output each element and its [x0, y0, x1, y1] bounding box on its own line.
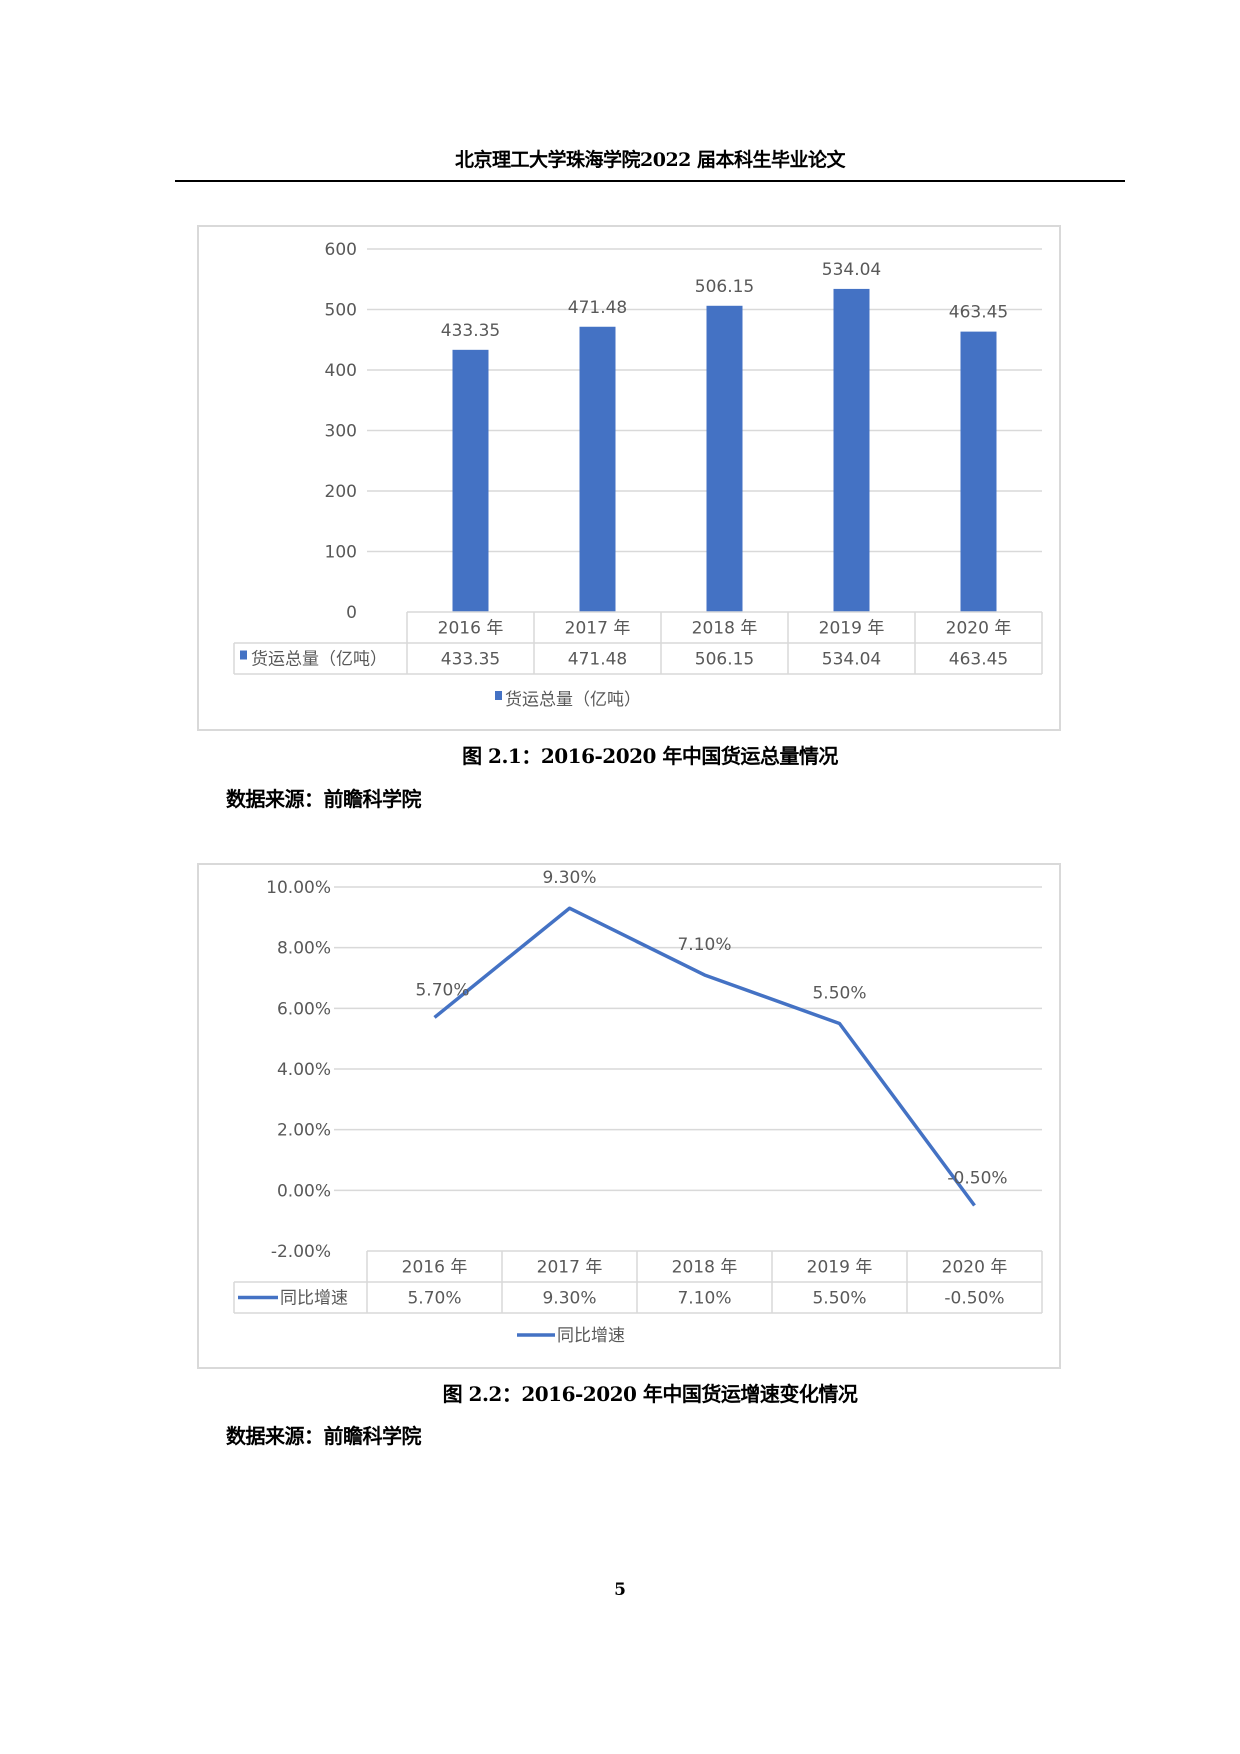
table-header-cell: 2019 年	[807, 1258, 873, 1278]
figure-2-1-caption: 图 2.1：2016-2020 年中国货运总量情况	[462, 744, 838, 768]
freight-volume-bar-chart: 0 100 200 300 400 500 600 433.35 471.48 506.15 53…	[197, 225, 1061, 731]
y-tick-label: 100	[325, 543, 357, 563]
bars	[452, 288, 997, 612]
line-value-label: 5.50%	[812, 984, 866, 1004]
line-value-label: 7.10%	[677, 935, 731, 955]
growth-line	[433, 906, 976, 1207]
bar	[579, 326, 616, 612]
table-value-cell: 534.04	[822, 650, 881, 670]
y-tick-label: 200	[325, 482, 357, 502]
line-value-label: 9.30%	[542, 868, 596, 888]
table-series-label: 货运总量（亿吨）	[251, 650, 387, 670]
legend: 同比增速	[517, 1326, 625, 1346]
figure-2-2-caption: 图 2.2：2016-2020 年中国货运增速变化情况	[442, 1382, 858, 1406]
table-value-cell: -0.50%	[944, 1289, 1004, 1309]
table-header-cell: 2016 年	[402, 1258, 468, 1278]
legend-label: 货运总量（亿吨）	[505, 690, 641, 710]
bar-value-label: 471.48	[568, 298, 627, 318]
table-value-cell: 463.45	[949, 650, 1008, 670]
running-header: 北京理工大学珠海学院2022 届本科生毕业论文	[455, 149, 846, 171]
legend-square-icon	[495, 691, 502, 700]
growth-line-path	[433, 906, 976, 1207]
data-table: 2016 年 433.35 2017 年 471.48 2018 年 506.15 2019…	[233, 611, 1043, 675]
bar	[706, 305, 743, 612]
legend-key-square-icon	[240, 650, 247, 660]
y-tick-label: 6.00%	[277, 999, 331, 1019]
bar	[960, 331, 997, 612]
legend-label: 同比增速	[557, 1326, 625, 1346]
table-header-cell: 2018 年	[672, 1258, 738, 1278]
line-chart-canvas: -2.00% 0.00% 2.00% 4.00% 6.00% 8.00% 10.00% 5.…	[233, 868, 1043, 1346]
y-tick-label: 10.00%	[266, 878, 331, 898]
table-header-cell: 2017 年	[565, 619, 631, 639]
figure-2-1-source: 数据来源：前瞻科学院	[226, 787, 422, 811]
table-value-cell: 9.30%	[542, 1289, 596, 1309]
legend: 货运总量（亿吨）	[495, 690, 641, 710]
y-tick-label: 300	[325, 422, 357, 442]
y-tick-label: 500	[325, 301, 357, 321]
y-tick-label: 8.00%	[277, 939, 331, 959]
data-table: 2016 年 5.70% 2017 年 9.30% 2018 年 7.10% 2019 年 5…	[233, 1250, 1043, 1314]
table-header-cell: 2016 年	[438, 619, 504, 639]
page-number: 5	[614, 1580, 626, 1600]
freight-growth-line-chart: -2.00% 0.00% 2.00% 4.00% 6.00% 8.00% 10.00% 5.…	[197, 863, 1061, 1369]
y-axis-ticks: -2.00% 0.00% 2.00% 4.00% 6.00% 8.00% 10.00%	[266, 878, 331, 1262]
line-value-label: 5.70%	[415, 980, 469, 1000]
y-axis-ticks: 0 100 200 300 400 500 600	[325, 240, 357, 623]
line-data-labels: 5.70% 9.30% 7.10% 5.50% -0.50%	[415, 868, 1007, 1188]
y-gridlines	[334, 886, 1042, 1192]
table-value-cell: 5.70%	[407, 1289, 461, 1309]
header-rule	[175, 180, 1125, 182]
table-header-cell: 2018 年	[692, 619, 758, 639]
line-value-label: -0.50%	[947, 1169, 1007, 1189]
table-value-cell: 7.10%	[677, 1289, 731, 1309]
table-series-label: 同比增速	[280, 1289, 348, 1309]
table-header-cell: 2019 年	[819, 619, 885, 639]
y-tick-label: 0.00%	[277, 1181, 331, 1201]
bar-data-labels: 433.35 471.48 506.15 534.04 463.45	[441, 260, 1008, 341]
figure-2-2-source: 数据来源：前瞻科学院	[226, 1424, 422, 1448]
bar-value-label: 463.45	[949, 303, 1008, 323]
table-header-cell: 2020 年	[942, 1258, 1008, 1278]
table-value-cell: 433.35	[441, 650, 500, 670]
y-tick-label: -2.00%	[271, 1242, 331, 1262]
bar-value-label: 506.15	[695, 277, 754, 297]
y-tick-label: 400	[325, 361, 357, 381]
table-value-cell: 471.48	[568, 650, 627, 670]
table-value-cell: 5.50%	[812, 1289, 866, 1309]
y-tick-label: 4.00%	[277, 1060, 331, 1080]
y-tick-label: 0	[346, 603, 357, 623]
bar	[452, 349, 489, 612]
y-tick-label: 2.00%	[277, 1121, 331, 1141]
table-header-cell: 2017 年	[537, 1258, 603, 1278]
bar-chart-canvas: 0 100 200 300 400 500 600 433.35 471.48 506.15 53…	[233, 240, 1043, 710]
table-header-cell: 2020 年	[946, 619, 1012, 639]
y-tick-label: 600	[325, 240, 357, 260]
bar	[833, 288, 870, 612]
table-value-cell: 506.15	[695, 650, 754, 670]
bar-value-label: 534.04	[822, 260, 881, 280]
bar-value-label: 433.35	[441, 321, 500, 341]
